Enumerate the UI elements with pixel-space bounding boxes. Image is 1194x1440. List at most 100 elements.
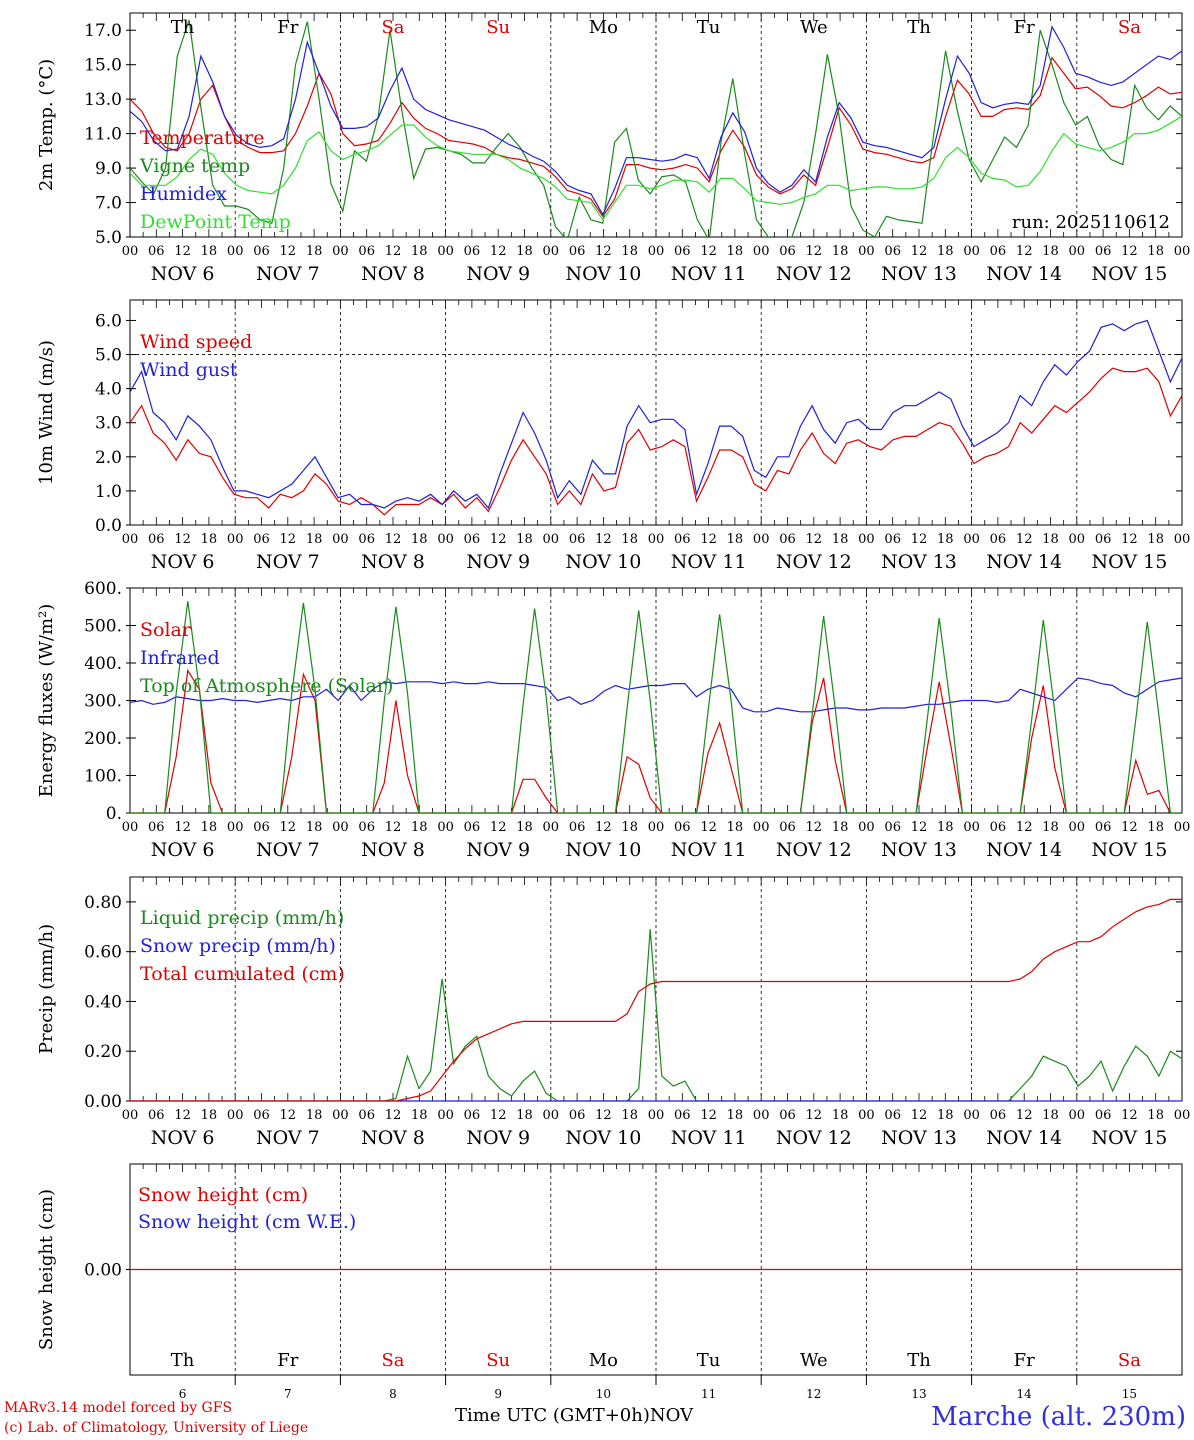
y-tick-label: 100. [84, 767, 122, 787]
legend-entry: Snow precip (mm/h) [140, 935, 336, 957]
date-label: NOV 14 [986, 263, 1062, 285]
y-tick-label: 500. [84, 617, 122, 637]
hour-tick-label: 18 [306, 820, 323, 835]
hour-tick-label: 12 [806, 532, 823, 547]
hour-tick-label: 06 [1095, 1108, 1112, 1123]
y-tick-label: 7.0 [95, 194, 122, 214]
hour-tick-label: 00 [648, 532, 665, 547]
hour-tick-label: 18 [306, 1108, 323, 1123]
hour-tick-label: 00 [122, 244, 139, 259]
date-label: NOV 14 [986, 551, 1062, 573]
hour-tick-label: 18 [727, 820, 744, 835]
hour-tick-label: 12 [280, 532, 297, 547]
hour-tick-label: 18 [1147, 1108, 1164, 1123]
hour-tick-label: 06 [990, 1108, 1007, 1123]
date-label: NOV 9 [466, 839, 530, 861]
y-axis-label: Precip (mm/h) [36, 924, 57, 1054]
time-axis-month: NOV [649, 1405, 694, 1426]
hour-tick-label: 00 [332, 1108, 349, 1123]
weekday-label: Sa [381, 1350, 404, 1371]
y-axis-label: 10m Wind (m/s) [36, 340, 57, 485]
hour-tick-label: 12 [490, 1108, 507, 1123]
day-number: 6 [179, 1387, 187, 1401]
hour-tick-label: 00 [1174, 820, 1191, 835]
date-label: NOV 12 [776, 551, 852, 573]
hour-tick-label: 00 [753, 1108, 770, 1123]
hour-tick-label: 06 [674, 1108, 691, 1123]
hour-tick-label: 06 [884, 532, 901, 547]
hour-tick-label: 06 [148, 820, 165, 835]
hour-tick-label: 00 [543, 820, 560, 835]
hour-tick-label: 00 [332, 532, 349, 547]
hour-tick-label: 18 [937, 532, 954, 547]
hour-tick-label: 06 [990, 244, 1007, 259]
hour-tick-label: 06 [253, 820, 270, 835]
hour-tick-label: 00 [753, 820, 770, 835]
hour-tick-label: 00 [122, 532, 139, 547]
weekday-label: Fr [277, 17, 298, 38]
hour-tick-label: 00 [543, 532, 560, 547]
y-axis-label: Energy fluxes (W/m²) [36, 604, 57, 798]
hour-tick-label: 00 [753, 532, 770, 547]
y-tick-label: 0.00 [84, 1092, 122, 1112]
hour-tick-label: 00 [437, 244, 454, 259]
date-label: NOV 6 [151, 263, 215, 285]
hour-tick-label: 18 [621, 244, 638, 259]
hour-tick-label: 18 [516, 1108, 533, 1123]
legend-entry: Liquid precip (mm/h) [140, 907, 344, 929]
day-number: 14 [1017, 1387, 1033, 1401]
date-label: NOV 13 [881, 839, 957, 861]
hour-tick-label: 00 [963, 532, 980, 547]
hour-tick-label: 12 [174, 1108, 191, 1123]
hour-tick-label: 12 [595, 820, 612, 835]
day-number: 7 [284, 1387, 292, 1401]
hour-tick-label: 06 [358, 820, 375, 835]
hour-tick-label: 12 [1121, 1108, 1138, 1123]
hour-tick-label: 18 [727, 244, 744, 259]
run-annotation: run: 2025110612 [1012, 212, 1170, 233]
hour-tick-label: 06 [674, 532, 691, 547]
hour-tick-label: 18 [411, 532, 428, 547]
time-axis-text: Time UTC (GMT+0h) [455, 1405, 650, 1426]
date-label: NOV 7 [256, 839, 320, 861]
y-tick-label: 0.80 [84, 893, 122, 913]
hour-tick-label: 00 [1174, 532, 1191, 547]
weekday-label: Su [486, 17, 510, 38]
hour-tick-label: 18 [306, 244, 323, 259]
hour-tick-label: 12 [1016, 1108, 1033, 1123]
time-axis-label: Time UTC (GMT+0h)NOV [455, 1405, 693, 1426]
hour-tick-label: 12 [174, 532, 191, 547]
series-liquid-precip-mm-h- [130, 929, 1182, 1101]
hour-tick-label: 12 [806, 820, 823, 835]
date-label: NOV 9 [466, 1127, 530, 1149]
date-label: NOV 11 [671, 263, 747, 285]
hour-tick-label: 18 [1147, 532, 1164, 547]
date-label: NOV 10 [565, 1127, 641, 1149]
hour-tick-label: 18 [621, 532, 638, 547]
hour-tick-label: 06 [884, 1108, 901, 1123]
hour-tick-label: 06 [884, 244, 901, 259]
weekday-label: Su [486, 1350, 510, 1371]
hour-tick-label: 18 [1042, 820, 1059, 835]
hour-tick-label: 00 [1069, 532, 1086, 547]
date-label: NOV 10 [565, 551, 641, 573]
hour-tick-label: 12 [385, 532, 402, 547]
legend-entry: Infrared [140, 647, 220, 669]
hour-tick-label: 12 [1121, 532, 1138, 547]
hour-tick-label: 12 [1016, 244, 1033, 259]
series-temperature [130, 56, 1182, 218]
hour-tick-label: 12 [490, 532, 507, 547]
y-tick-label: 17.0 [84, 21, 122, 41]
y-tick-label: 1.0 [95, 482, 122, 502]
hour-tick-label: 00 [648, 820, 665, 835]
hour-tick-label: 18 [621, 1108, 638, 1123]
day-number: 8 [389, 1387, 397, 1401]
hour-tick-label: 12 [280, 1108, 297, 1123]
hour-tick-label: 00 [227, 532, 244, 547]
hour-tick-label: 00 [227, 820, 244, 835]
hour-tick-label: 06 [884, 820, 901, 835]
y-tick-label: 0.00 [84, 1261, 122, 1281]
y-tick-label: 300. [84, 692, 122, 712]
hour-tick-label: 18 [201, 244, 218, 259]
hour-tick-label: 18 [1042, 532, 1059, 547]
